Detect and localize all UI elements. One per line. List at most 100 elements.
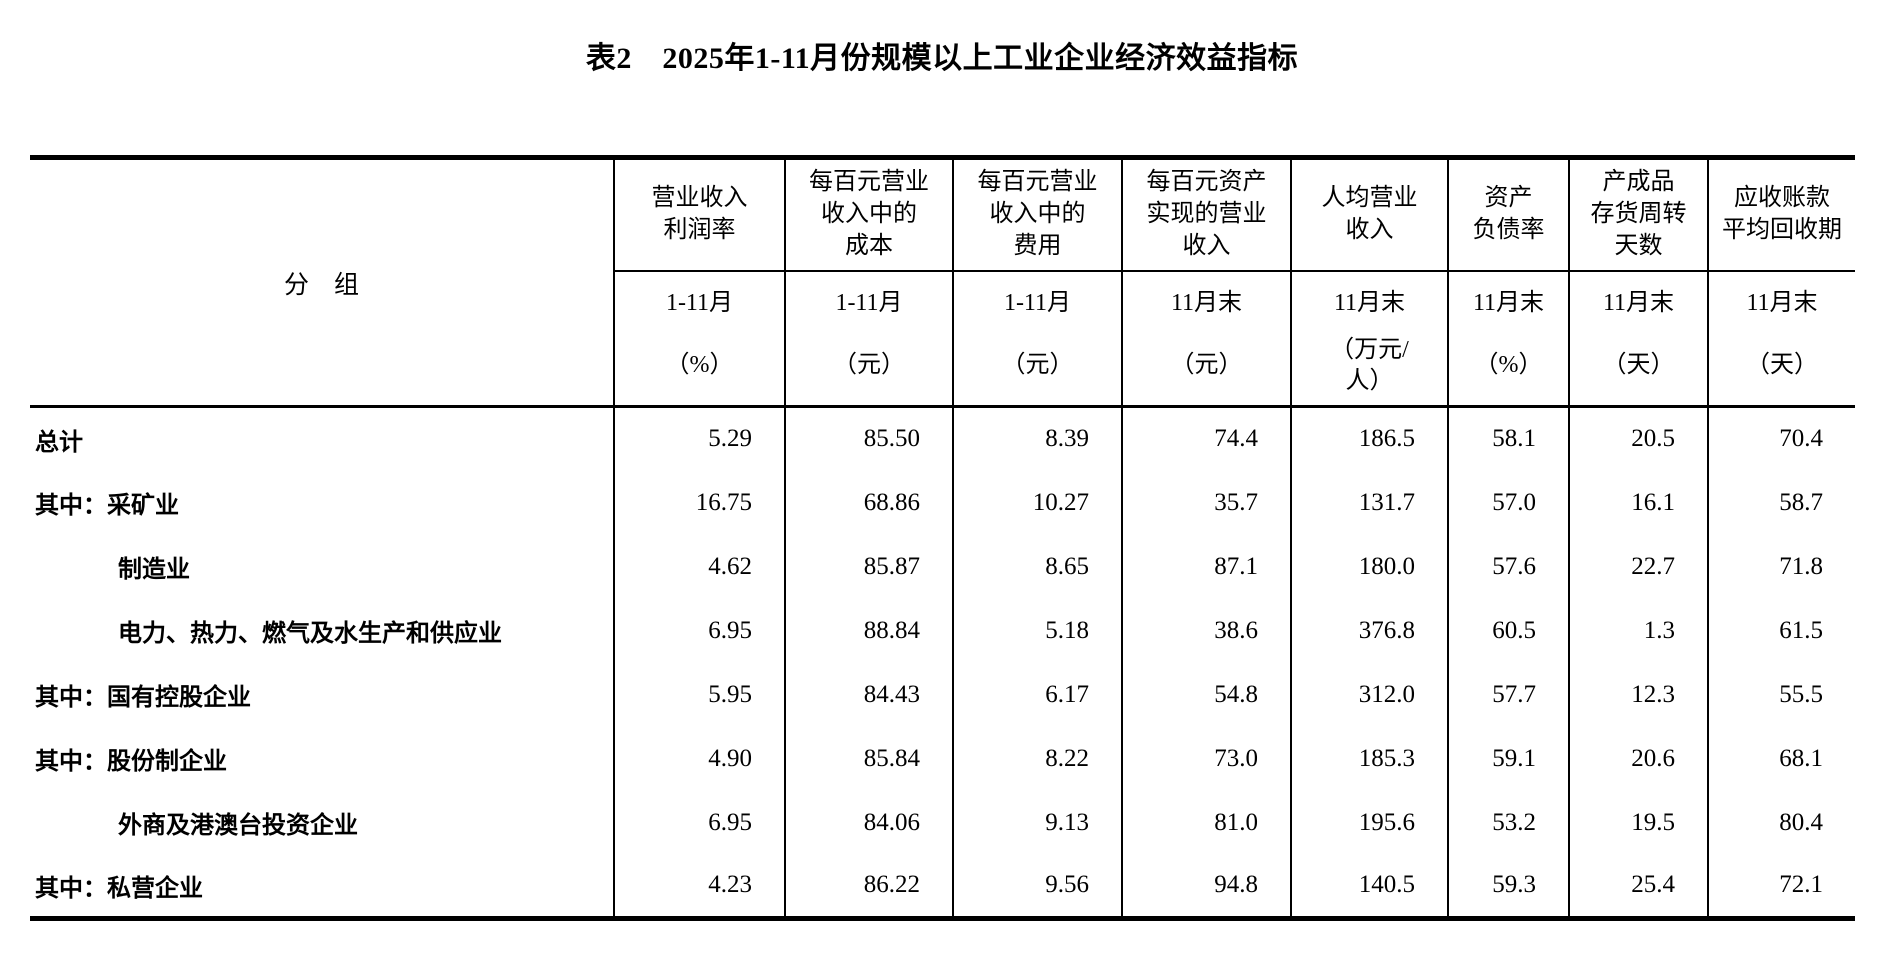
table-row-shareholding: 其中：股份制企业 4.90 85.84 8.22 73.0 185.3 59.1…: [30, 726, 1855, 791]
table-row-state-holding: 其中：国有控股企业 5.95 84.43 6.17 54.8 312.0 57.…: [30, 662, 1855, 727]
value-cell: 4.90: [613, 726, 785, 791]
value-cell: 68.1: [1707, 726, 1855, 791]
value-cell: 312.0: [1290, 662, 1448, 727]
col-header-cost-per-100-revenue: 每百元营业 收入中的 成本: [784, 157, 953, 272]
table-row-foreign-invested: 外商及港澳台投资企业 6.95 84.06 9.13 81.0 195.6 53…: [30, 790, 1855, 855]
header-metric-row: 分 组 营业收入 利润率 每百元营业 收入中的 成本 每百元营业 收入中的 费用…: [30, 157, 1855, 408]
value-cell: 87.1: [1121, 534, 1291, 599]
value-cell: 140.5: [1290, 854, 1448, 919]
value-cell: 376.8: [1290, 598, 1448, 663]
value-cell: 74.4: [1121, 406, 1291, 471]
value-cell: 68.86: [784, 470, 953, 535]
col-header-inventory-turnover-days: 产成品 存货周转 天数: [1568, 157, 1708, 272]
group-header-cell: 分 组: [30, 157, 614, 408]
value-cell: 19.5: [1568, 790, 1708, 855]
table-row-private: 其中：私营企业 4.23 86.22 9.56 94.8 140.5 59.3 …: [30, 854, 1855, 919]
value-cell: 57.7: [1447, 662, 1569, 727]
unit-cell: （天）: [1707, 326, 1855, 408]
value-cell: 20.5: [1568, 406, 1708, 471]
value-cell: 55.5: [1707, 662, 1855, 727]
value-cell: 59.1: [1447, 726, 1569, 791]
value-cell: 94.8: [1121, 854, 1291, 919]
value-cell: 84.06: [784, 790, 953, 855]
period-cell: 11月末: [1290, 270, 1448, 327]
value-cell: 8.22: [952, 726, 1122, 791]
row-label: 其中：采矿业: [35, 493, 179, 519]
value-cell: 10.27: [952, 470, 1122, 535]
value-cell: 80.4: [1707, 790, 1855, 855]
col-header-asset-liability-ratio: 资产 负债率: [1447, 157, 1569, 272]
value-cell: 53.2: [1447, 790, 1569, 855]
value-cell: 58.7: [1707, 470, 1855, 535]
value-cell: 6.95: [613, 790, 785, 855]
value-cell: 58.1: [1447, 406, 1569, 471]
row-label: 外商及港澳台投资企业: [118, 813, 358, 839]
value-cell: 186.5: [1290, 406, 1448, 471]
value-cell: 57.6: [1447, 534, 1569, 599]
value-cell: 71.8: [1707, 534, 1855, 599]
value-cell: 185.3: [1290, 726, 1448, 791]
value-cell: 9.13: [952, 790, 1122, 855]
period-cell: 1-11月: [613, 270, 785, 327]
value-cell: 9.56: [952, 854, 1122, 919]
unit-cell: （元）: [952, 326, 1122, 408]
value-cell: 180.0: [1290, 534, 1448, 599]
value-cell: 81.0: [1121, 790, 1291, 855]
col-header-receivables-collection-period: 应收账款 平均回收期: [1707, 157, 1855, 272]
unit-cell: （元）: [784, 326, 953, 408]
value-cell: 88.84: [784, 598, 953, 663]
value-cell: 4.62: [613, 534, 785, 599]
period-cell: 1-11月: [784, 270, 953, 327]
table-row-mining: 其中：采矿业 16.75 68.86 10.27 35.7 131.7 57.0…: [30, 470, 1855, 535]
period-cell: 11月末: [1568, 270, 1708, 327]
value-cell: 70.4: [1707, 406, 1855, 471]
table-row-utilities: 电力、热力、燃气及水生产和供应业 6.95 88.84 5.18 38.6 37…: [30, 598, 1855, 663]
value-cell: 1.3: [1568, 598, 1708, 663]
period-cell: 11月末: [1447, 270, 1569, 327]
period-cell: 11月末: [1121, 270, 1291, 327]
table-title: 表2 2025年1-11月份规模以上工业企业经济效益指标: [585, 42, 1299, 75]
value-cell: 38.6: [1121, 598, 1291, 663]
header-unit-row: （%） （元） （元） （元） （万元/ 人） （%） （天） （天）: [30, 326, 1855, 408]
value-cell: 57.0: [1447, 470, 1569, 535]
value-cell: 131.7: [1290, 470, 1448, 535]
value-cell: 16.75: [613, 470, 785, 535]
period-cell: 1-11月: [952, 270, 1122, 327]
row-label: 其中：国有控股企业: [35, 685, 251, 711]
value-cell: 22.7: [1568, 534, 1708, 599]
value-cell: 8.65: [952, 534, 1122, 599]
row-label: 制造业: [118, 557, 190, 583]
value-cell: 6.95: [613, 598, 785, 663]
value-cell: 60.5: [1447, 598, 1569, 663]
value-cell: 5.95: [613, 662, 785, 727]
header-period-row: 1-11月 1-11月 1-11月 11月末 11月末 11月末 11月末 11…: [30, 270, 1855, 327]
unit-cell: （天）: [1568, 326, 1708, 408]
value-cell: 59.3: [1447, 854, 1569, 919]
value-cell: 6.17: [952, 662, 1122, 727]
unit-cell: （元）: [1121, 326, 1291, 408]
value-cell: 16.1: [1568, 470, 1708, 535]
value-cell: 54.8: [1121, 662, 1291, 727]
value-cell: 73.0: [1121, 726, 1291, 791]
value-cell: 20.6: [1568, 726, 1708, 791]
value-cell: 86.22: [784, 854, 953, 919]
value-cell: 5.18: [952, 598, 1122, 663]
table-row-total: 总计 5.29 85.50 8.39 74.4 186.5 58.1 20.5 …: [30, 406, 1855, 471]
value-cell: 85.50: [784, 406, 953, 471]
stats-table: 分 组 营业收入 利润率 每百元营业 收入中的 成本 每百元营业 收入中的 费用…: [30, 155, 1855, 921]
value-cell: 25.4: [1568, 854, 1708, 919]
unit-cell: （%）: [1447, 326, 1569, 408]
value-cell: 35.7: [1121, 470, 1291, 535]
value-cell: 85.87: [784, 534, 953, 599]
period-cell: 11月末: [1707, 270, 1855, 327]
unit-cell: （%）: [613, 326, 785, 408]
value-cell: 84.43: [784, 662, 953, 727]
value-cell: 12.3: [1568, 662, 1708, 727]
col-header-expense-per-100-revenue: 每百元营业 收入中的 费用: [952, 157, 1122, 272]
col-header-profit-margin: 营业收入 利润率: [613, 157, 785, 272]
col-header-revenue-per-capita: 人均营业 收入: [1290, 157, 1448, 272]
unit-cell: （万元/ 人）: [1290, 326, 1448, 408]
value-cell: 72.1: [1707, 854, 1855, 919]
row-label: 总计: [35, 429, 83, 456]
